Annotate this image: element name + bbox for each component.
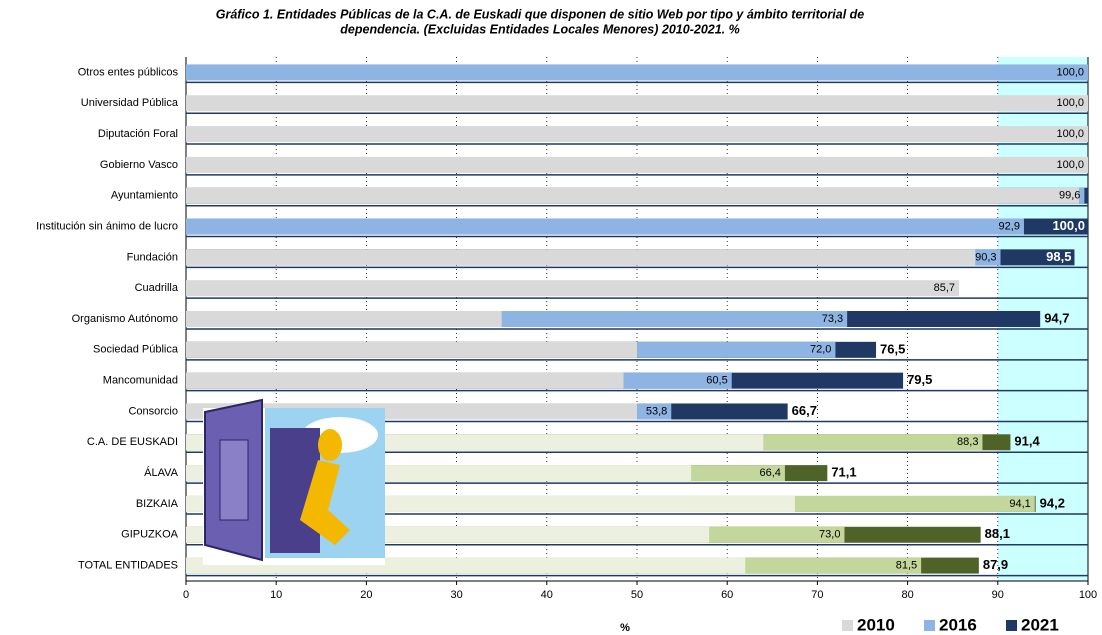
data-label: 88,1 — [985, 526, 1010, 541]
data-label: 94,2 — [1040, 495, 1065, 510]
y-tick-label: Ayuntamiento — [111, 190, 178, 202]
y-tick-label: GIPUZKOA — [121, 529, 179, 541]
bar — [186, 156, 1088, 173]
y-tick-label: Sociedad Pública — [93, 344, 179, 356]
legend-swatch — [924, 620, 935, 631]
y-tick-label: C.A. DE EUSKADI — [87, 436, 178, 448]
plot: 0 10 20 30 40 50 60 70 80 90 100 Otros entes públic… — [36, 57, 1097, 601]
data-label: 99,6 — [1059, 190, 1080, 202]
x-axis-title: % — [620, 622, 630, 634]
data-label: 90,3 — [975, 251, 996, 263]
data-label: 100,0 — [1056, 159, 1084, 171]
bar — [186, 126, 1088, 143]
bar — [186, 372, 624, 389]
data-label: 91,4 — [1014, 434, 1040, 449]
data-label: 94,7 — [1044, 310, 1069, 325]
y-tick-label: Fundación — [127, 251, 178, 263]
legend-swatch — [842, 620, 853, 631]
x-tick-label: 0 — [183, 589, 189, 601]
y-tick-label: Otros entes públicos — [78, 66, 179, 78]
bar — [186, 218, 1024, 235]
bar — [186, 64, 1088, 81]
data-label: 66,4 — [760, 467, 781, 479]
bar — [186, 249, 976, 266]
y-tick-label: Diputación Foral — [98, 128, 178, 140]
bar — [186, 341, 637, 358]
x-tick-label: 60 — [721, 589, 733, 601]
x-tick-label: 80 — [901, 589, 913, 601]
data-label: 100,0 — [1056, 66, 1084, 78]
data-label: 76,5 — [880, 341, 905, 356]
x-tick-label: 90 — [992, 589, 1004, 601]
data-label: 79,5 — [907, 372, 932, 387]
chart-title: dependencia. (Excluidas Entidades Locale… — [340, 22, 739, 36]
bar — [186, 95, 1088, 112]
chart-title: Gráfico 1. Entidades Públicas de la C.A.… — [216, 7, 865, 21]
data-label: 66,7 — [792, 403, 817, 418]
legend-label: 2016 — [939, 615, 977, 634]
y-tick-label: Organismo Autónomo — [72, 313, 178, 325]
data-label: 60,5 — [706, 375, 727, 387]
data-label: 85,7 — [934, 282, 955, 294]
data-label: 100,0 — [1056, 128, 1084, 140]
x-tick-label: 30 — [450, 589, 462, 601]
y-tick-label: ÁLAVA — [144, 466, 178, 479]
legend-label: 2010 — [857, 615, 895, 634]
y-tick-label: Mancomunidad — [103, 375, 178, 387]
data-label: 81,5 — [896, 559, 917, 571]
data-label: 73,3 — [822, 313, 843, 325]
x-tick-label: 40 — [541, 589, 553, 601]
legend-swatch — [1006, 620, 1017, 631]
data-label: 100,0 — [1056, 97, 1084, 109]
data-label: 71,1 — [831, 465, 856, 480]
bar — [186, 311, 502, 327]
data-label: 73,0 — [819, 529, 840, 541]
data-label: 98,5 — [1046, 249, 1071, 264]
illustration — [203, 398, 385, 565]
x-tick-label: 20 — [360, 589, 372, 601]
y-tick-label: Institución sin ánimo de lucro — [36, 220, 178, 232]
x-tick-label: 10 — [270, 589, 282, 601]
y-tick-label: Consorcio — [128, 405, 178, 417]
data-label: 100,0 — [1052, 218, 1085, 233]
x-tick-label: 100 — [1079, 589, 1097, 601]
data-label: 53,8 — [646, 405, 667, 417]
y-tick-label: Universidad Pública — [81, 97, 179, 109]
legend-label: 2021 — [1021, 615, 1059, 634]
x-tick-label: 70 — [811, 589, 823, 601]
y-tick-label: TOTAL ENTIDADES — [78, 559, 178, 571]
bar — [186, 280, 960, 297]
data-label: 94,1 — [1009, 498, 1030, 510]
y-tick-label: Gobierno Vasco — [100, 159, 178, 171]
y-tick-label: Cuadrilla — [135, 282, 179, 294]
data-label: 87,9 — [983, 557, 1008, 572]
data-label: 92,9 — [999, 220, 1020, 232]
data-label: 72,0 — [810, 344, 831, 356]
x-tick-label: 50 — [631, 589, 643, 601]
y-tick-label: BIZKAIA — [136, 498, 179, 510]
data-label: 88,3 — [957, 436, 978, 448]
bar — [186, 187, 1079, 204]
